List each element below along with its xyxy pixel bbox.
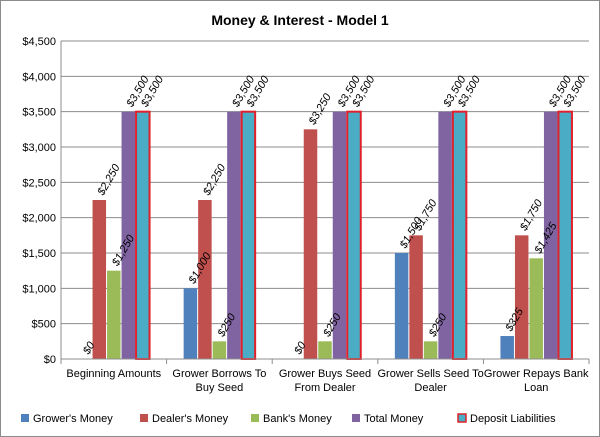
legend-swatch bbox=[457, 413, 467, 423]
bar bbox=[318, 341, 332, 359]
bar bbox=[543, 111, 558, 360]
bar bbox=[198, 200, 212, 359]
y-tick-label: $3,000 bbox=[22, 142, 56, 154]
bar bbox=[557, 110, 573, 360]
y-tick-label: $0 bbox=[44, 354, 56, 366]
y-tick-label: $1,000 bbox=[22, 283, 56, 295]
data-label: $2,250 bbox=[201, 162, 229, 199]
bar bbox=[303, 129, 318, 359]
y-tick-label: $2,500 bbox=[22, 177, 56, 189]
y-tick-label: $4,500 bbox=[22, 36, 56, 48]
x-tick-label: Beginning Amounts bbox=[66, 368, 161, 380]
bar bbox=[529, 258, 543, 359]
y-tick-label: $3,500 bbox=[22, 107, 56, 119]
y-tick-label: $500 bbox=[32, 319, 56, 331]
axes: $0 $500 $1,000 $1,500 $2,000 $2,500 $3,000 $3,5… bbox=[22, 36, 590, 394]
bar bbox=[135, 110, 151, 360]
data-label: $1,750 bbox=[517, 197, 545, 234]
x-tick-label: Grower Borrows To Buy Seed bbox=[172, 368, 266, 394]
bar bbox=[183, 288, 198, 359]
bar bbox=[240, 110, 257, 360]
data-label: $3,250 bbox=[306, 91, 334, 128]
bar bbox=[332, 111, 347, 360]
legend: Grower's Money Dealer's Money Bank's Money… bbox=[21, 413, 556, 425]
legend-swatch bbox=[21, 414, 29, 422]
y-tick-label: $1,500 bbox=[22, 248, 56, 260]
x-tick-label: Grower Sells Seed To Dealer bbox=[378, 368, 484, 394]
legend-entry: Deposit Liabilities bbox=[470, 413, 556, 425]
bar bbox=[438, 111, 452, 360]
bar bbox=[107, 270, 121, 359]
bar bbox=[451, 110, 468, 360]
bar bbox=[409, 235, 423, 359]
x-tick-label: Grower Buys Seed From Dealer bbox=[279, 368, 371, 394]
legend-entry: Bank's Money bbox=[263, 413, 332, 425]
bar bbox=[394, 253, 409, 359]
legend-swatch bbox=[352, 414, 360, 422]
data-label: $1,750 bbox=[412, 197, 440, 234]
y-tick-label: $2,000 bbox=[22, 213, 56, 225]
legend-swatch bbox=[140, 414, 148, 422]
data-label: $2,250 bbox=[95, 162, 123, 199]
bar bbox=[514, 235, 529, 359]
legend-entry: Dealer's Money bbox=[152, 413, 229, 425]
bar bbox=[423, 341, 438, 359]
bar bbox=[227, 111, 241, 360]
bars bbox=[92, 110, 573, 360]
y-tick-label: $4,000 bbox=[22, 71, 56, 83]
bar bbox=[346, 110, 362, 360]
bar bbox=[92, 200, 107, 359]
legend-entry: Grower's Money bbox=[33, 413, 113, 425]
bar bbox=[212, 341, 227, 359]
chart-title: Money & Interest - Model 1 bbox=[211, 12, 389, 28]
bar bbox=[500, 336, 514, 359]
bar bbox=[121, 111, 136, 360]
x-tick-label: Grower Repays Bank Loan bbox=[484, 368, 589, 394]
legend-entry: Total Money bbox=[364, 413, 424, 425]
legend-swatch bbox=[251, 414, 259, 422]
